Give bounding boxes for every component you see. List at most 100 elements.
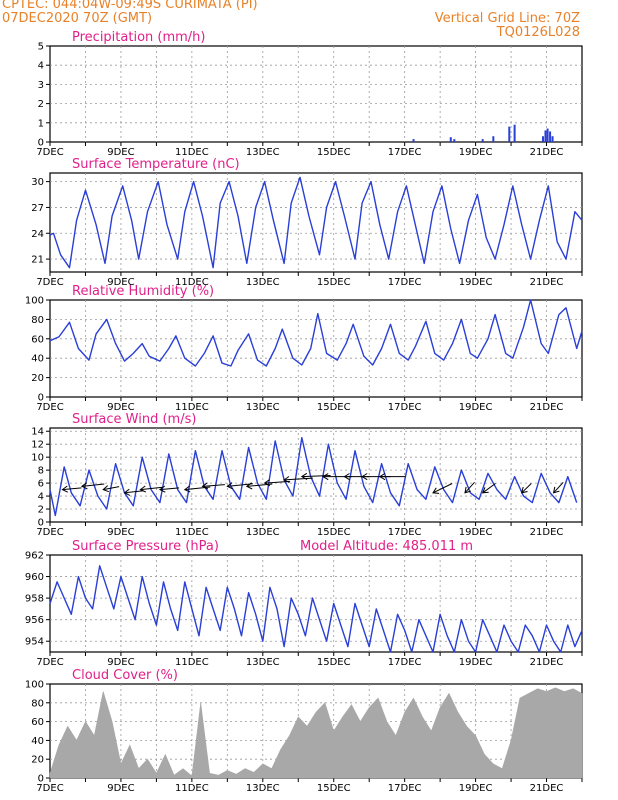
- temperature-xtick-label: 21DEC: [530, 277, 564, 288]
- precipitation-xtick-label: 7DEC: [36, 147, 63, 158]
- pressure-xtick-label: 15DEC: [317, 657, 351, 668]
- cloud_cover-xtick-label: 13DEC: [246, 783, 280, 794]
- wind-vector-shaft: [184, 486, 211, 491]
- wind-vector-head: [283, 476, 290, 484]
- precipitation-xtick-label: 17DEC: [388, 147, 422, 158]
- wind-ytick-label: 10: [31, 453, 44, 464]
- wind-vector-head: [80, 482, 88, 490]
- wind-vector-shaft: [284, 477, 313, 481]
- temperature-xtick-label: 9DEC: [107, 277, 134, 288]
- cloud_cover-xtick-label: 7DEC: [36, 783, 63, 794]
- precipitation-xtick-label: 9DEC: [107, 147, 134, 158]
- pressure-xtick-label: 19DEC: [459, 657, 493, 668]
- precipitation-bar: [551, 136, 554, 142]
- temperature-xtick-label: 15DEC: [317, 277, 351, 288]
- wind-vector-head: [361, 473, 368, 481]
- pressure-title: Surface Pressure (hPa): [72, 539, 219, 554]
- wind-vector-head: [226, 482, 234, 490]
- precipitation-xtick-label: 15DEC: [317, 147, 351, 158]
- wind-xtick-label: 17DEC: [388, 527, 422, 538]
- humidity-xtick-label: 7DEC: [36, 402, 63, 413]
- cloud_cover-xtick-label: 17DEC: [388, 783, 422, 794]
- wind-vector-head: [158, 485, 166, 493]
- wind-vector-head: [61, 485, 69, 493]
- wind-vector-shaft: [140, 486, 163, 491]
- precipitation-xtick-label: 11DEC: [175, 147, 209, 158]
- wind-vector-head: [464, 486, 471, 494]
- pressure-ytick-label: 962: [25, 551, 44, 562]
- humidity-xtick-label: 13DEC: [246, 402, 280, 413]
- humidity-series-line: [49, 299, 583, 367]
- wind-vector-shaft: [521, 483, 532, 494]
- wind-xtick-label: 13DEC: [246, 527, 280, 538]
- cloud_cover-ytick-label: 20: [31, 755, 44, 766]
- wind-vector-head: [183, 485, 191, 493]
- wind-ytick-label: 8: [38, 466, 44, 477]
- wind-vector-shaft: [227, 483, 253, 487]
- wind-ytick-label: 6: [38, 479, 44, 490]
- cloud_cover-ytick-label: 80: [31, 698, 44, 709]
- wind-vector-shaft: [103, 486, 120, 491]
- humidity-xtick-label: 19DEC: [459, 402, 493, 413]
- humidity-ytick-label: 20: [31, 373, 44, 384]
- cloud_cover-title: Cloud Cover (%): [72, 668, 178, 683]
- temperature-xtick-label: 19DEC: [459, 277, 493, 288]
- humidity-ytick-label: 0: [38, 393, 44, 404]
- precipitation-bar: [541, 136, 544, 142]
- wind-ytick-label: 4: [38, 492, 44, 503]
- pressure-xtick-label: 9DEC: [107, 657, 134, 668]
- wind-vector-shaft: [553, 481, 564, 494]
- precipitation-xtick-label: 19DEC: [459, 147, 493, 158]
- temperature-xtick-label: 11DEC: [175, 277, 209, 288]
- wind-xtick-label: 21DEC: [530, 527, 564, 538]
- wind-vector-shaft: [432, 483, 453, 494]
- precipitation-bar: [508, 126, 511, 142]
- precipitation-ytick-label: 2: [38, 99, 44, 110]
- temperature-series-line: [49, 176, 583, 269]
- pressure-series-line: [49, 565, 583, 653]
- cloud_cover-xtick-label: 19DEC: [459, 783, 493, 794]
- precipitation-bar: [492, 136, 495, 142]
- pressure-ytick-label: 960: [25, 572, 44, 583]
- wind-xtick-label: 15DEC: [317, 527, 351, 538]
- wind-vector-shaft: [202, 484, 225, 487]
- humidity-ytick-label: 40: [31, 354, 44, 365]
- wind-vector-head: [123, 488, 131, 496]
- precipitation-ytick-label: 4: [38, 61, 44, 72]
- precipitation-xtick-label: 21DEC: [530, 147, 564, 158]
- wind-vector-head: [432, 487, 440, 494]
- wind-vector-head: [201, 482, 209, 490]
- humidity-xtick-label: 15DEC: [317, 402, 351, 413]
- precipitation-ytick-label: 0: [38, 138, 44, 149]
- precipitation-ytick-label: 3: [38, 80, 44, 91]
- temperature-frame: [49, 172, 583, 273]
- precipitation-xtick-label: 13DEC: [246, 147, 280, 158]
- humidity-xtick-label: 17DEC: [388, 402, 422, 413]
- wind-xtick-label: 19DEC: [459, 527, 493, 538]
- wind-vector-shaft: [301, 474, 331, 478]
- wind-vector-shaft: [62, 487, 82, 491]
- model-code-header: TQ0126L028: [496, 25, 580, 40]
- wind-vector-head: [343, 473, 350, 481]
- wind-vector-head: [263, 479, 271, 487]
- temperature-ytick-label: 30: [31, 177, 44, 188]
- wind-vector-shaft: [482, 483, 496, 494]
- precipitation-bar: [481, 139, 484, 142]
- wind-vector-shaft: [159, 487, 180, 491]
- humidity-ytick-label: 80: [31, 315, 44, 326]
- temperature-xtick-label: 7DEC: [36, 277, 63, 288]
- precipitation-frame: [49, 45, 583, 143]
- wind-frame: [49, 427, 583, 523]
- precipitation-bar: [546, 128, 549, 142]
- pressure-xtick-label: 17DEC: [388, 657, 422, 668]
- wind-vector-head: [481, 487, 489, 494]
- humidity-xtick-label: 11DEC: [175, 402, 209, 413]
- pressure-xtick-label: 11DEC: [175, 657, 209, 668]
- temperature-ytick-label: 27: [31, 203, 44, 214]
- precipitation-ytick-label: 5: [38, 42, 44, 53]
- wind-vector-shaft: [464, 481, 475, 494]
- pressure-xtick-label: 7DEC: [36, 657, 63, 668]
- wind-vector-head: [300, 472, 308, 480]
- temperature-title: Surface Temperature (nC): [72, 157, 240, 172]
